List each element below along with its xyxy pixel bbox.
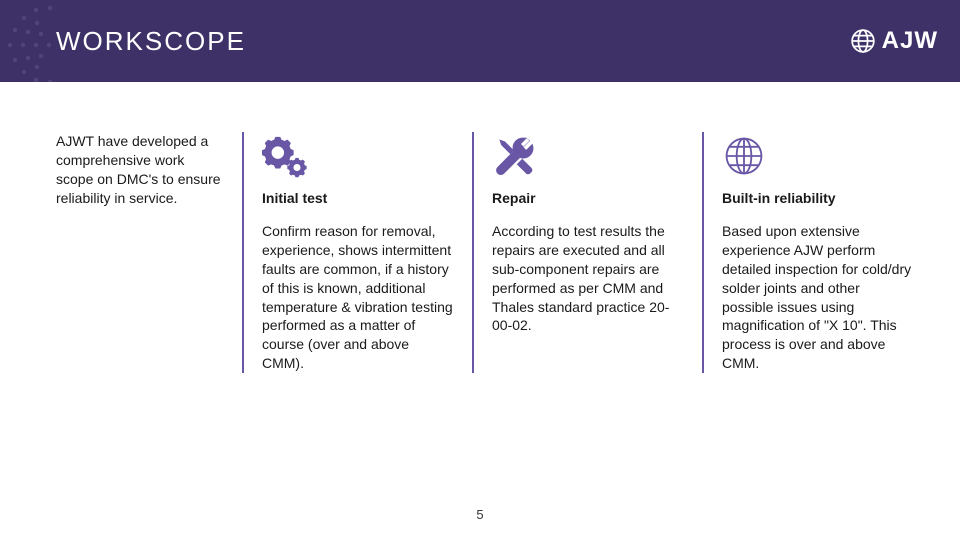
slide-header: WORKSCOPE AJW bbox=[0, 0, 960, 82]
column-repair: Repair According to test results the rep… bbox=[472, 132, 702, 373]
column-body: According to test results the repairs ar… bbox=[492, 222, 684, 335]
tools-icon bbox=[492, 132, 684, 180]
column-title: Initial test bbox=[262, 190, 454, 206]
logo: AJW bbox=[850, 27, 938, 55]
page-number: 5 bbox=[476, 507, 483, 522]
column-body: Confirm reason for removal, experience, … bbox=[262, 222, 454, 373]
globe-icon bbox=[722, 132, 914, 180]
column-initial-test: Initial test Confirm reason for removal,… bbox=[242, 132, 472, 373]
gears-icon bbox=[262, 132, 454, 180]
column-reliability: Built-in reliability Based upon extensiv… bbox=[702, 132, 932, 373]
column-body: Based upon extensive experience AJW perf… bbox=[722, 222, 914, 373]
page-title: WORKSCOPE bbox=[56, 26, 246, 57]
intro-text: AJWT have developed a comprehensive work… bbox=[56, 132, 222, 208]
logo-text: AJW bbox=[882, 27, 938, 55]
content-area: AJWT have developed a comprehensive work… bbox=[0, 82, 960, 373]
columns-container: Initial test Confirm reason for removal,… bbox=[242, 132, 932, 373]
intro-column: AJWT have developed a comprehensive work… bbox=[56, 132, 242, 373]
column-title: Repair bbox=[492, 190, 684, 206]
logo-globe-icon bbox=[850, 28, 876, 54]
column-title: Built-in reliability bbox=[722, 190, 914, 206]
